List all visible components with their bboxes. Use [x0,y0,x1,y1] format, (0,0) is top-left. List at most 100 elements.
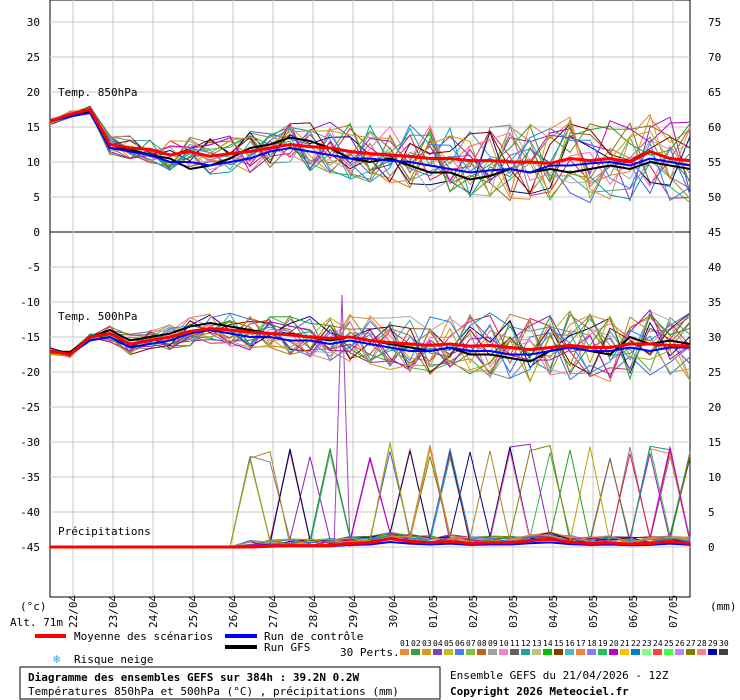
member-precip-spike [333,294,351,548]
right-tick-label: 70 [708,51,721,64]
right-axis-unit: (mm) [710,600,737,613]
pert-swatch [455,649,464,655]
precip-panel-label: Précipitations [58,525,151,538]
altitude-label: Alt. 71m [10,616,63,629]
chart-title: Diagramme des ensembles GEFS sur 384h : … [28,671,360,684]
right-tick-label: 25 [708,366,721,379]
pert-swatch [686,649,695,655]
pert-number: 05 [444,639,454,648]
pert-swatch [554,649,563,655]
pert-swatch [466,649,475,655]
pert-swatch [477,649,486,655]
run-info: Ensemble GEFS du 21/04/2026 - 12Z [450,669,669,682]
x-tick-label: 05/05 [587,595,600,628]
gfs-t850-line [49,110,691,181]
left-tick-label: -15 [20,331,40,344]
pert-swatch [444,649,453,655]
right-tick-label: 50 [708,191,721,204]
upper-panel-frame [49,0,691,233]
member-t500-line [49,312,691,377]
pert-number: 23 [642,639,652,648]
right-tick-label: 5 [708,506,715,519]
right-tick-label: 15 [708,436,721,449]
x-tick-label: 07/05 [667,595,680,628]
pert-swatch [620,649,629,655]
left-tick-label: 25 [27,51,40,64]
mean-t500-line [49,327,691,357]
pert-swatch [631,649,640,655]
pert-swatch [433,649,442,655]
pert-swatch [708,649,717,655]
pert-swatch [488,649,497,655]
left-tick-label: -5 [27,261,40,274]
pert-number: 13 [532,639,542,648]
left-tick-label: 15 [27,121,40,134]
legend-snow-label: Risque neige [74,653,153,666]
pert-swatch [587,649,596,655]
control-t500-line [49,328,690,356]
pert-number: 03 [422,639,432,648]
pert-number: 19 [598,639,608,648]
control-t850-line [49,111,691,174]
member-t500-line [49,312,691,375]
left-tick-label: 0 [33,226,40,239]
left-tick-label: -30 [20,436,40,449]
x-tick-label: 25/04 [187,595,200,628]
right-tick-label: 0 [708,541,715,554]
pert-swatch [675,649,684,655]
pert-number: 11 [510,639,520,648]
left-tick-label: -25 [20,401,40,414]
pert-number: 22 [631,639,641,648]
pert-number: 28 [697,639,707,648]
pert-number: 17 [576,639,586,648]
member-t850-line [49,110,691,187]
pert-number: 16 [565,639,575,648]
x-tick-label: 01/05 [427,595,440,628]
perturbation-legend: 01 02 03 04 05 06 07 08 09 10 11 12 13 14 15 16 17 18 19 20… [400,639,729,655]
right-tick-label: 30 [708,331,721,344]
pert-number: 15 [554,639,564,648]
pert-swatch [543,649,552,655]
left-tick-label: -40 [20,506,40,519]
t850-panel-label: Temp. 850hPa [58,86,137,99]
member-t500-line [49,312,691,379]
pert-number: 20 [609,639,619,648]
pert-number: 25 [664,639,674,648]
pert-number: 10 [499,639,509,648]
right-tick-label: 45 [708,226,721,239]
left-tick-label: 10 [27,156,40,169]
left-tick-label: 30 [27,16,40,29]
t500-panel-label: Temp. 500hPa [58,310,137,323]
pert-number: 14 [543,639,553,648]
copyright: Copyright 2026 Meteociel.fr [450,685,629,698]
left-tick-label: 5 [33,191,40,204]
legend-perts-label: 30 Perts. [340,646,400,659]
pert-number: 12 [521,639,531,648]
x-tick-label: 30/04 [387,595,400,628]
title-box [19,666,441,700]
right-tick-label: 65 [708,86,721,99]
pert-number: 24 [653,639,663,648]
x-tick-label: 28/04 [307,595,320,628]
right-tick-label: 10 [708,471,721,484]
pert-swatch [653,649,662,655]
legend-mean-label: Moyenne des scénarios [74,630,213,643]
pert-number: 27 [686,639,696,648]
x-tick-label: 22/04 [67,595,80,628]
x-tick-label: 29/04 [347,595,360,628]
pert-swatch [400,649,409,655]
chart-subtitle: Températures 850hPa et 500hPa (°C) , pré… [28,685,399,698]
x-tick-label: 02/05 [467,595,480,628]
x-tick-label: 24/04 [147,595,160,628]
pert-number: 08 [477,639,487,648]
left-axis: 30 25 20 15 10 5 0 -5 -10 -15 -20 -25 -30 -35 -40 -45 [20,16,40,554]
pert-number: 04 [433,639,443,648]
grid [50,0,690,597]
pert-number: 26 [675,639,685,648]
snowflake-icon: ❄ [53,652,60,666]
pert-number: 21 [620,639,630,648]
left-tick-label: 20 [27,86,40,99]
pert-swatch [576,649,585,655]
